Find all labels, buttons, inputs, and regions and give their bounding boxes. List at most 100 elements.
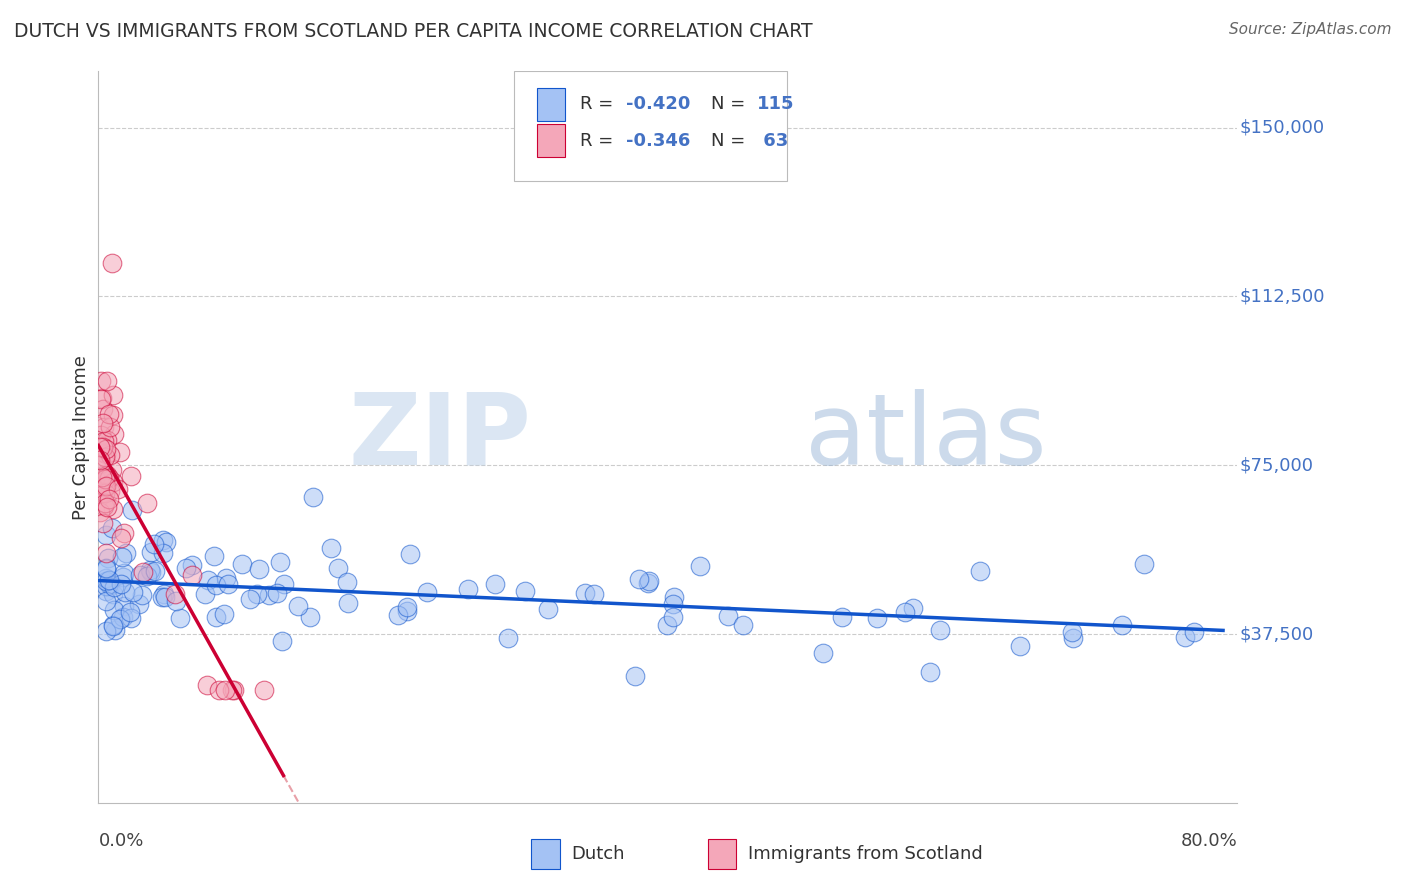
- Point: [301, 490, 323, 504]
- Point: [94, 624, 117, 638]
- Point: [103, 602, 125, 616]
- Point: [222, 683, 245, 698]
- Point: [866, 611, 889, 625]
- Point: [100, 577, 122, 591]
- Point: [97, 491, 120, 506]
- Point: [1060, 625, 1083, 640]
- Point: [328, 560, 350, 574]
- Point: [93, 496, 115, 510]
- Point: [118, 605, 141, 619]
- Point: [181, 558, 204, 572]
- Point: [143, 537, 166, 551]
- Point: [93, 481, 115, 495]
- Point: [93, 434, 115, 448]
- Point: [1133, 557, 1156, 571]
- Point: [270, 633, 292, 648]
- Point: [231, 558, 253, 572]
- Text: -0.346: -0.346: [626, 132, 690, 150]
- Point: [153, 587, 176, 601]
- Point: [89, 441, 111, 455]
- Point: [245, 587, 267, 601]
- Point: [111, 549, 134, 564]
- Point: [269, 555, 291, 569]
- Point: [98, 407, 121, 421]
- Point: [214, 683, 236, 698]
- Point: [96, 442, 118, 456]
- Point: [253, 683, 276, 698]
- Point: [100, 577, 122, 591]
- Point: [103, 580, 125, 594]
- Point: [155, 534, 177, 549]
- Point: [212, 607, 235, 621]
- Point: [150, 591, 173, 605]
- Point: [136, 568, 159, 582]
- Point: [94, 562, 117, 576]
- Point: [94, 528, 117, 542]
- Text: R =: R =: [581, 132, 619, 150]
- Point: [90, 392, 112, 406]
- Point: [104, 624, 127, 638]
- Point: [174, 560, 197, 574]
- Point: [94, 450, 117, 464]
- Point: [574, 585, 596, 599]
- Point: [395, 604, 418, 618]
- Point: [152, 546, 174, 560]
- Point: [657, 618, 679, 632]
- Point: [165, 594, 187, 608]
- Point: [918, 665, 941, 679]
- Point: [582, 587, 605, 601]
- Point: [91, 486, 114, 500]
- Point: [141, 565, 163, 579]
- Point: [108, 444, 131, 458]
- Point: [94, 574, 117, 589]
- Point: [90, 374, 112, 388]
- Point: [266, 586, 288, 600]
- Point: [103, 426, 125, 441]
- Point: [108, 612, 131, 626]
- Point: [98, 471, 121, 485]
- Point: [239, 592, 262, 607]
- Point: [929, 623, 952, 637]
- Point: [101, 619, 124, 633]
- Point: [259, 587, 281, 601]
- Point: [89, 457, 111, 471]
- Text: $75,000: $75,000: [1240, 456, 1313, 475]
- Point: [122, 585, 145, 599]
- Point: [112, 566, 135, 581]
- Point: [689, 558, 711, 573]
- Point: [662, 598, 685, 612]
- Point: [94, 472, 117, 486]
- Point: [247, 562, 270, 576]
- Point: [662, 610, 685, 624]
- Point: [93, 486, 115, 500]
- Point: [624, 668, 647, 682]
- Point: [336, 574, 359, 589]
- Point: [273, 577, 295, 591]
- Text: 63: 63: [756, 132, 787, 150]
- Point: [93, 500, 115, 514]
- Point: [101, 475, 124, 490]
- Point: [513, 584, 536, 599]
- Point: [94, 479, 117, 493]
- Point: [110, 531, 132, 545]
- Point: [217, 577, 239, 591]
- Point: [112, 599, 135, 614]
- Point: [110, 577, 132, 591]
- Point: [637, 574, 659, 588]
- Point: [115, 546, 138, 560]
- FancyBboxPatch shape: [515, 71, 787, 181]
- Point: [100, 521, 122, 535]
- Bar: [537, 87, 565, 120]
- Point: [111, 610, 134, 624]
- Text: Source: ZipAtlas.com: Source: ZipAtlas.com: [1229, 22, 1392, 37]
- Point: [901, 601, 924, 615]
- Point: [91, 441, 114, 455]
- Point: [336, 596, 359, 610]
- Point: [1111, 617, 1133, 632]
- Point: [387, 607, 409, 622]
- Point: [120, 611, 142, 625]
- Text: -0.420: -0.420: [626, 95, 690, 113]
- Text: R =: R =: [581, 95, 619, 113]
- Point: [637, 576, 659, 591]
- Point: [94, 479, 117, 493]
